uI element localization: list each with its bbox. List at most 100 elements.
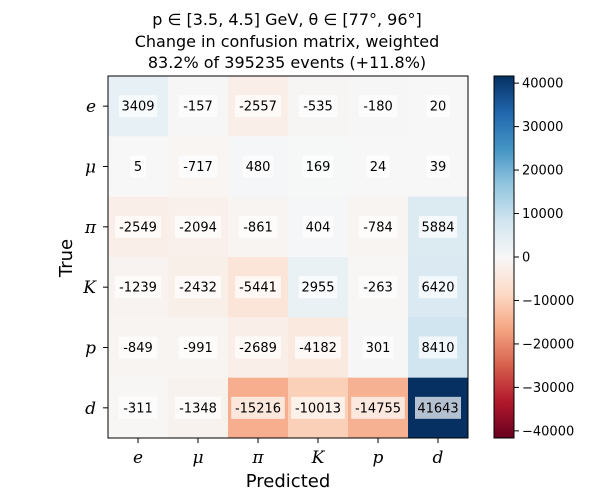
- cell-label-background: [362, 336, 394, 359]
- x-tick-label: e: [133, 448, 143, 468]
- cell-value-label: -15216: [235, 401, 281, 416]
- cell-label-background: [231, 396, 285, 419]
- heatmap-cell-labels: 3409 -157 -2557 -535 -180 20 5 -717 480 169 24 39 -2…: [115, 95, 461, 419]
- cell-value-label: -2549: [119, 220, 157, 235]
- colorbar-tick-label: −10000: [522, 294, 574, 309]
- cell-label-background: [358, 276, 398, 299]
- cell-value-label: -311: [123, 401, 153, 416]
- y-tick-label: e: [86, 97, 96, 117]
- colorbar-ticks: 40000 30000 20000 10000 0 −10000 −20000 −30000 −…: [514, 77, 574, 439]
- cell-value-label: 404: [306, 220, 331, 235]
- plot-frame: [107, 75, 469, 439]
- cell-value-label: -5441: [239, 281, 277, 296]
- cell-label-background: [302, 215, 334, 238]
- cell-value-label: 39: [430, 160, 447, 175]
- cell-value-label: 301: [366, 341, 391, 356]
- y-tick-label: K: [82, 278, 97, 298]
- colorbar-tick-label: 40000: [522, 77, 563, 92]
- cell-label-background: [298, 95, 338, 118]
- cell-label-background: [178, 95, 218, 118]
- cell-label-background: [418, 215, 458, 238]
- colorbar-tick-label: 10000: [522, 207, 563, 222]
- cell-label-background: [415, 396, 461, 419]
- cell-value-label: -263: [363, 281, 393, 296]
- cell-label-background: [295, 336, 341, 359]
- cell-value-label: 3409: [121, 100, 154, 115]
- y-tick-label: π: [84, 218, 97, 238]
- cell-value-label: 480: [246, 160, 271, 175]
- cell-value-label: -991: [183, 341, 213, 356]
- y-tick-label: p: [85, 339, 96, 359]
- colorbar-tick-label: 20000: [522, 164, 563, 179]
- cell-value-label: -2094: [179, 220, 217, 235]
- cell-value-label: -4182: [299, 341, 337, 356]
- cell-label-background: [366, 155, 390, 178]
- colorbar: [493, 75, 515, 439]
- cell-label-background: [235, 276, 281, 299]
- cell-value-label: -535: [303, 100, 333, 115]
- cell-value-label: -1348: [179, 401, 217, 416]
- cell-label-background: [302, 155, 334, 178]
- cell-value-label: 2955: [301, 281, 334, 296]
- x-tick-label: d: [433, 448, 444, 468]
- cell-label-background: [291, 396, 345, 419]
- cell-value-label: 20: [430, 100, 447, 115]
- cell-label-background: [118, 396, 158, 419]
- colorbar-tick-label: 0: [522, 251, 530, 266]
- colorbar-tick-label: 30000: [522, 120, 563, 135]
- cell-label-background: [418, 276, 458, 299]
- cell-label-background: [426, 95, 450, 118]
- chart-title-line-1: p ∈ [3.5, 4.5] GeV, θ ∈ [77°, 96°]: [152, 10, 422, 29]
- cell-label-background: [235, 95, 281, 118]
- cell-value-label: -2432: [179, 281, 217, 296]
- cell-label-background: [358, 215, 398, 238]
- cell-label-background: [238, 215, 278, 238]
- cell-label-background: [118, 95, 158, 118]
- chart-title-line-3: 83.2% of 395235 events (+11.8%): [148, 53, 426, 72]
- cell-value-label: -717: [183, 160, 213, 175]
- cell-label-background: [418, 336, 458, 359]
- cell-label-background: [351, 396, 405, 419]
- cell-value-label: -14755: [355, 401, 401, 416]
- cell-label-background: [178, 336, 218, 359]
- cell-label-background: [175, 396, 221, 419]
- x-tick-label: π: [251, 448, 264, 468]
- cell-label-background: [298, 276, 338, 299]
- cell-value-label: 5884: [421, 220, 454, 235]
- cell-label-background: [118, 336, 158, 359]
- cell-value-label: 41643: [417, 401, 458, 416]
- cell-value-label: -10013: [295, 401, 341, 416]
- cell-value-label: -861: [243, 220, 273, 235]
- cell-value-label: -849: [123, 341, 153, 356]
- y-tick-label: μ: [85, 158, 96, 178]
- colorbar-tick-label: −30000: [522, 381, 574, 396]
- cell-label-background: [130, 155, 146, 178]
- heatmap-cells: [108, 76, 469, 439]
- cell-value-label: 6420: [421, 281, 454, 296]
- cell-label-background: [175, 276, 221, 299]
- y-tick-label: d: [85, 399, 96, 419]
- cell-value-label: -180: [363, 100, 393, 115]
- cell-label-background: [242, 155, 274, 178]
- colorbar-tick-label: −40000: [522, 424, 574, 439]
- cell-value-label: -1239: [119, 281, 157, 296]
- cell-label-background: [115, 276, 161, 299]
- cell-label-background: [426, 155, 450, 178]
- cell-value-label: -784: [363, 220, 393, 235]
- x-tick-label: μ: [192, 448, 203, 468]
- x-axis-label: Predicted: [246, 471, 331, 492]
- x-tick-label: K: [311, 448, 326, 468]
- colorbar-tick-label: −20000: [522, 337, 574, 352]
- cell-value-label: 169: [306, 160, 331, 175]
- cell-label-background: [175, 215, 221, 238]
- cell-label-background: [235, 336, 281, 359]
- cell-label-background: [358, 95, 398, 118]
- y-axis-ticks: e μ π Kp d: [82, 97, 108, 419]
- cell-label-background: [115, 215, 161, 238]
- cell-value-label: -157: [183, 100, 213, 115]
- chart-title-line-2: Change in confusion matrix, weighted: [135, 32, 440, 51]
- cell-value-label: -2689: [239, 341, 277, 356]
- cell-label-background: [178, 155, 218, 178]
